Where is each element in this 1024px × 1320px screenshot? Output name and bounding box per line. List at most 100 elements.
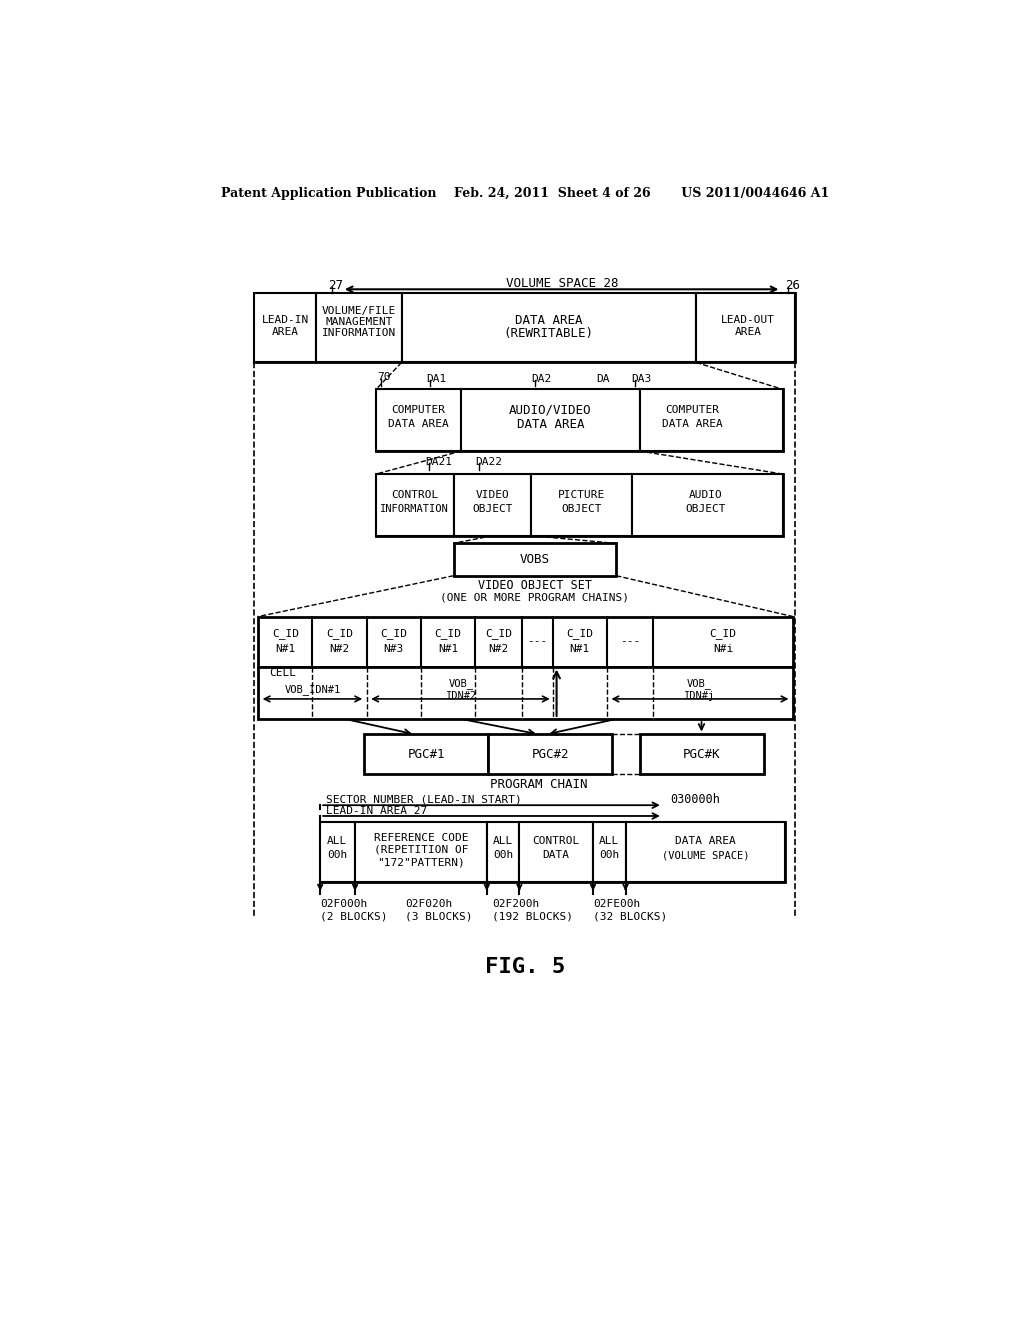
Text: (ONE OR MORE PROGRAM CHAINS): (ONE OR MORE PROGRAM CHAINS): [440, 593, 630, 602]
Text: PGC#2: PGC#2: [531, 748, 569, 760]
Text: OBJECT: OBJECT: [685, 504, 726, 513]
Text: ---: ---: [527, 636, 547, 647]
Bar: [696, 293, 795, 363]
Text: 70: 70: [378, 372, 391, 381]
Text: 02F020h: 02F020h: [406, 899, 453, 908]
Text: PGC#K: PGC#K: [683, 748, 720, 760]
Text: PGC#1: PGC#1: [408, 748, 445, 760]
Text: CELL: CELL: [269, 668, 296, 677]
Text: VOB_IDN#1: VOB_IDN#1: [285, 684, 341, 696]
Bar: [519, 822, 593, 882]
Bar: [376, 474, 454, 536]
Bar: [454, 544, 616, 576]
Text: COMPUTER: COMPUTER: [666, 405, 719, 416]
Bar: [376, 389, 783, 451]
Bar: [376, 474, 783, 536]
Text: C_ID: C_ID: [566, 628, 593, 639]
Text: 030000h: 030000h: [671, 792, 720, 805]
Bar: [321, 822, 355, 882]
Bar: [321, 822, 785, 882]
Text: N#i: N#i: [713, 644, 733, 653]
Text: LEAD-IN AREA 27: LEAD-IN AREA 27: [326, 805, 427, 816]
Text: IDN#j: IDN#j: [684, 690, 715, 701]
Text: AUDIO: AUDIO: [688, 490, 722, 500]
Text: N#1: N#1: [438, 644, 458, 653]
Text: INFORMATION: INFORMATION: [380, 504, 450, 513]
Bar: [355, 822, 486, 882]
Text: DA21: DA21: [425, 457, 452, 467]
Bar: [254, 293, 316, 363]
Text: REFERENCE CODE: REFERENCE CODE: [374, 833, 468, 842]
Text: PICTURE: PICTURE: [558, 490, 605, 500]
Text: VOBS: VOBS: [520, 553, 550, 566]
Text: DA3: DA3: [631, 374, 651, 384]
Bar: [258, 667, 793, 719]
Text: (3 BLOCKS): (3 BLOCKS): [406, 911, 473, 921]
Bar: [461, 389, 640, 451]
Text: INFORMATION: INFORMATION: [322, 329, 396, 338]
Text: DA1: DA1: [426, 374, 446, 384]
Text: DATA AREA: DATA AREA: [675, 837, 736, 846]
Bar: [486, 822, 519, 882]
Text: C_ID: C_ID: [326, 628, 353, 639]
Text: Patent Application Publication    Feb. 24, 2011  Sheet 4 of 26       US 2011/004: Patent Application Publication Feb. 24, …: [221, 186, 828, 199]
Bar: [531, 474, 632, 536]
Text: (2 BLOCKS): (2 BLOCKS): [321, 911, 388, 921]
Text: VOB_: VOB_: [449, 678, 474, 689]
Text: COMPUTER: COMPUTER: [391, 405, 445, 416]
Text: 26: 26: [785, 279, 800, 292]
Text: 02F000h: 02F000h: [321, 899, 368, 908]
Text: (VOLUME SPACE): (VOLUME SPACE): [662, 850, 750, 861]
Text: SECTOR NUMBER (LEAD-IN START): SECTOR NUMBER (LEAD-IN START): [326, 795, 521, 804]
Text: IDN#2: IDN#2: [445, 690, 477, 701]
Bar: [365, 734, 488, 775]
Text: ALL: ALL: [599, 837, 620, 846]
Text: 27: 27: [328, 279, 343, 292]
Text: C_ID: C_ID: [710, 628, 736, 639]
Text: ---: ---: [621, 636, 640, 647]
Text: CONTROL: CONTROL: [391, 490, 438, 500]
Text: CONTROL: CONTROL: [532, 837, 580, 846]
Text: 02FE00h: 02FE00h: [593, 899, 640, 908]
Text: MANAGEMENT: MANAGEMENT: [326, 317, 392, 326]
Bar: [258, 616, 793, 667]
Text: DA: DA: [596, 374, 609, 384]
Bar: [626, 822, 785, 882]
Text: 00h: 00h: [327, 850, 347, 861]
Bar: [488, 734, 612, 775]
Text: C_ID: C_ID: [271, 628, 299, 639]
Text: VIDEO OBJECT SET: VIDEO OBJECT SET: [478, 579, 592, 593]
Bar: [593, 822, 626, 882]
Text: DATA AREA: DATA AREA: [517, 417, 584, 430]
Text: N#2: N#2: [488, 644, 509, 653]
Bar: [632, 474, 783, 536]
Text: N#1: N#1: [569, 644, 590, 653]
Text: N#2: N#2: [330, 644, 350, 653]
Text: DA22: DA22: [475, 457, 502, 467]
Text: AREA: AREA: [271, 326, 299, 337]
Text: PROGRAM CHAIN: PROGRAM CHAIN: [490, 777, 588, 791]
Bar: [254, 293, 795, 363]
Text: (REPETITION OF: (REPETITION OF: [374, 845, 468, 855]
Text: DA2: DA2: [531, 374, 551, 384]
Text: (32 BLOCKS): (32 BLOCKS): [593, 911, 668, 921]
Text: FIG. 5: FIG. 5: [484, 957, 565, 977]
Text: OBJECT: OBJECT: [472, 504, 512, 513]
Text: AREA: AREA: [734, 326, 762, 337]
Text: DATA AREA: DATA AREA: [515, 314, 583, 327]
Text: C_ID: C_ID: [380, 628, 408, 639]
Text: 00h: 00h: [493, 850, 513, 861]
Text: OBJECT: OBJECT: [561, 504, 602, 513]
Bar: [454, 474, 531, 536]
Text: DATA AREA: DATA AREA: [662, 418, 723, 429]
Text: LEAD-OUT: LEAD-OUT: [721, 315, 775, 325]
Text: (REWRITABLE): (REWRITABLE): [504, 326, 594, 339]
Bar: [316, 293, 401, 363]
Text: DATA: DATA: [543, 850, 569, 861]
Text: DATA AREA: DATA AREA: [388, 418, 449, 429]
Text: (192 BLOCKS): (192 BLOCKS): [493, 911, 573, 921]
Text: C_ID: C_ID: [434, 628, 462, 639]
Text: 02F200h: 02F200h: [493, 899, 540, 908]
Text: AUDIO/VIDEO: AUDIO/VIDEO: [509, 404, 592, 417]
Text: VOB_: VOB_: [687, 678, 712, 689]
